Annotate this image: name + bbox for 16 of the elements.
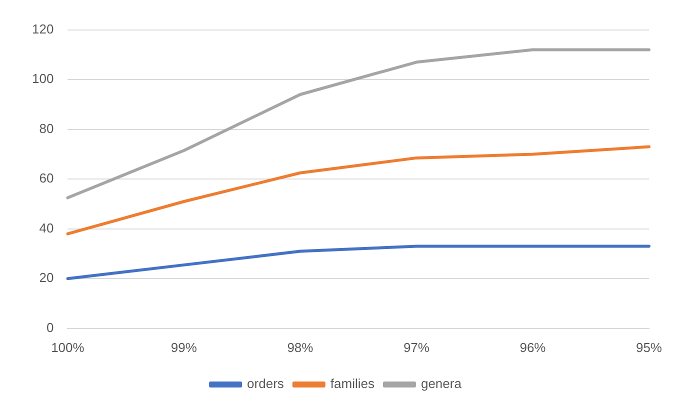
x-tick-label: 100% — [51, 340, 85, 355]
x-tick-label: 99% — [170, 340, 198, 355]
legend-label: orders — [247, 376, 284, 392]
y-tick-label: 0 — [46, 320, 54, 335]
x-tick-label: 96% — [520, 340, 546, 355]
x-tick-label: 98% — [287, 340, 314, 355]
legend-label: genera — [420, 376, 462, 392]
y-tick-label: 100 — [32, 71, 54, 86]
y-tick-label: 40 — [39, 220, 54, 236]
x-tick-label: 97% — [403, 340, 430, 355]
y-tick-label: 20 — [39, 270, 54, 286]
x-tick-label: 95% — [636, 340, 662, 355]
legend-label: families — [330, 376, 375, 392]
y-tick-label: 120 — [32, 21, 54, 36]
y-tick-label: 60 — [39, 170, 54, 186]
y-tick-label: 80 — [39, 120, 54, 136]
